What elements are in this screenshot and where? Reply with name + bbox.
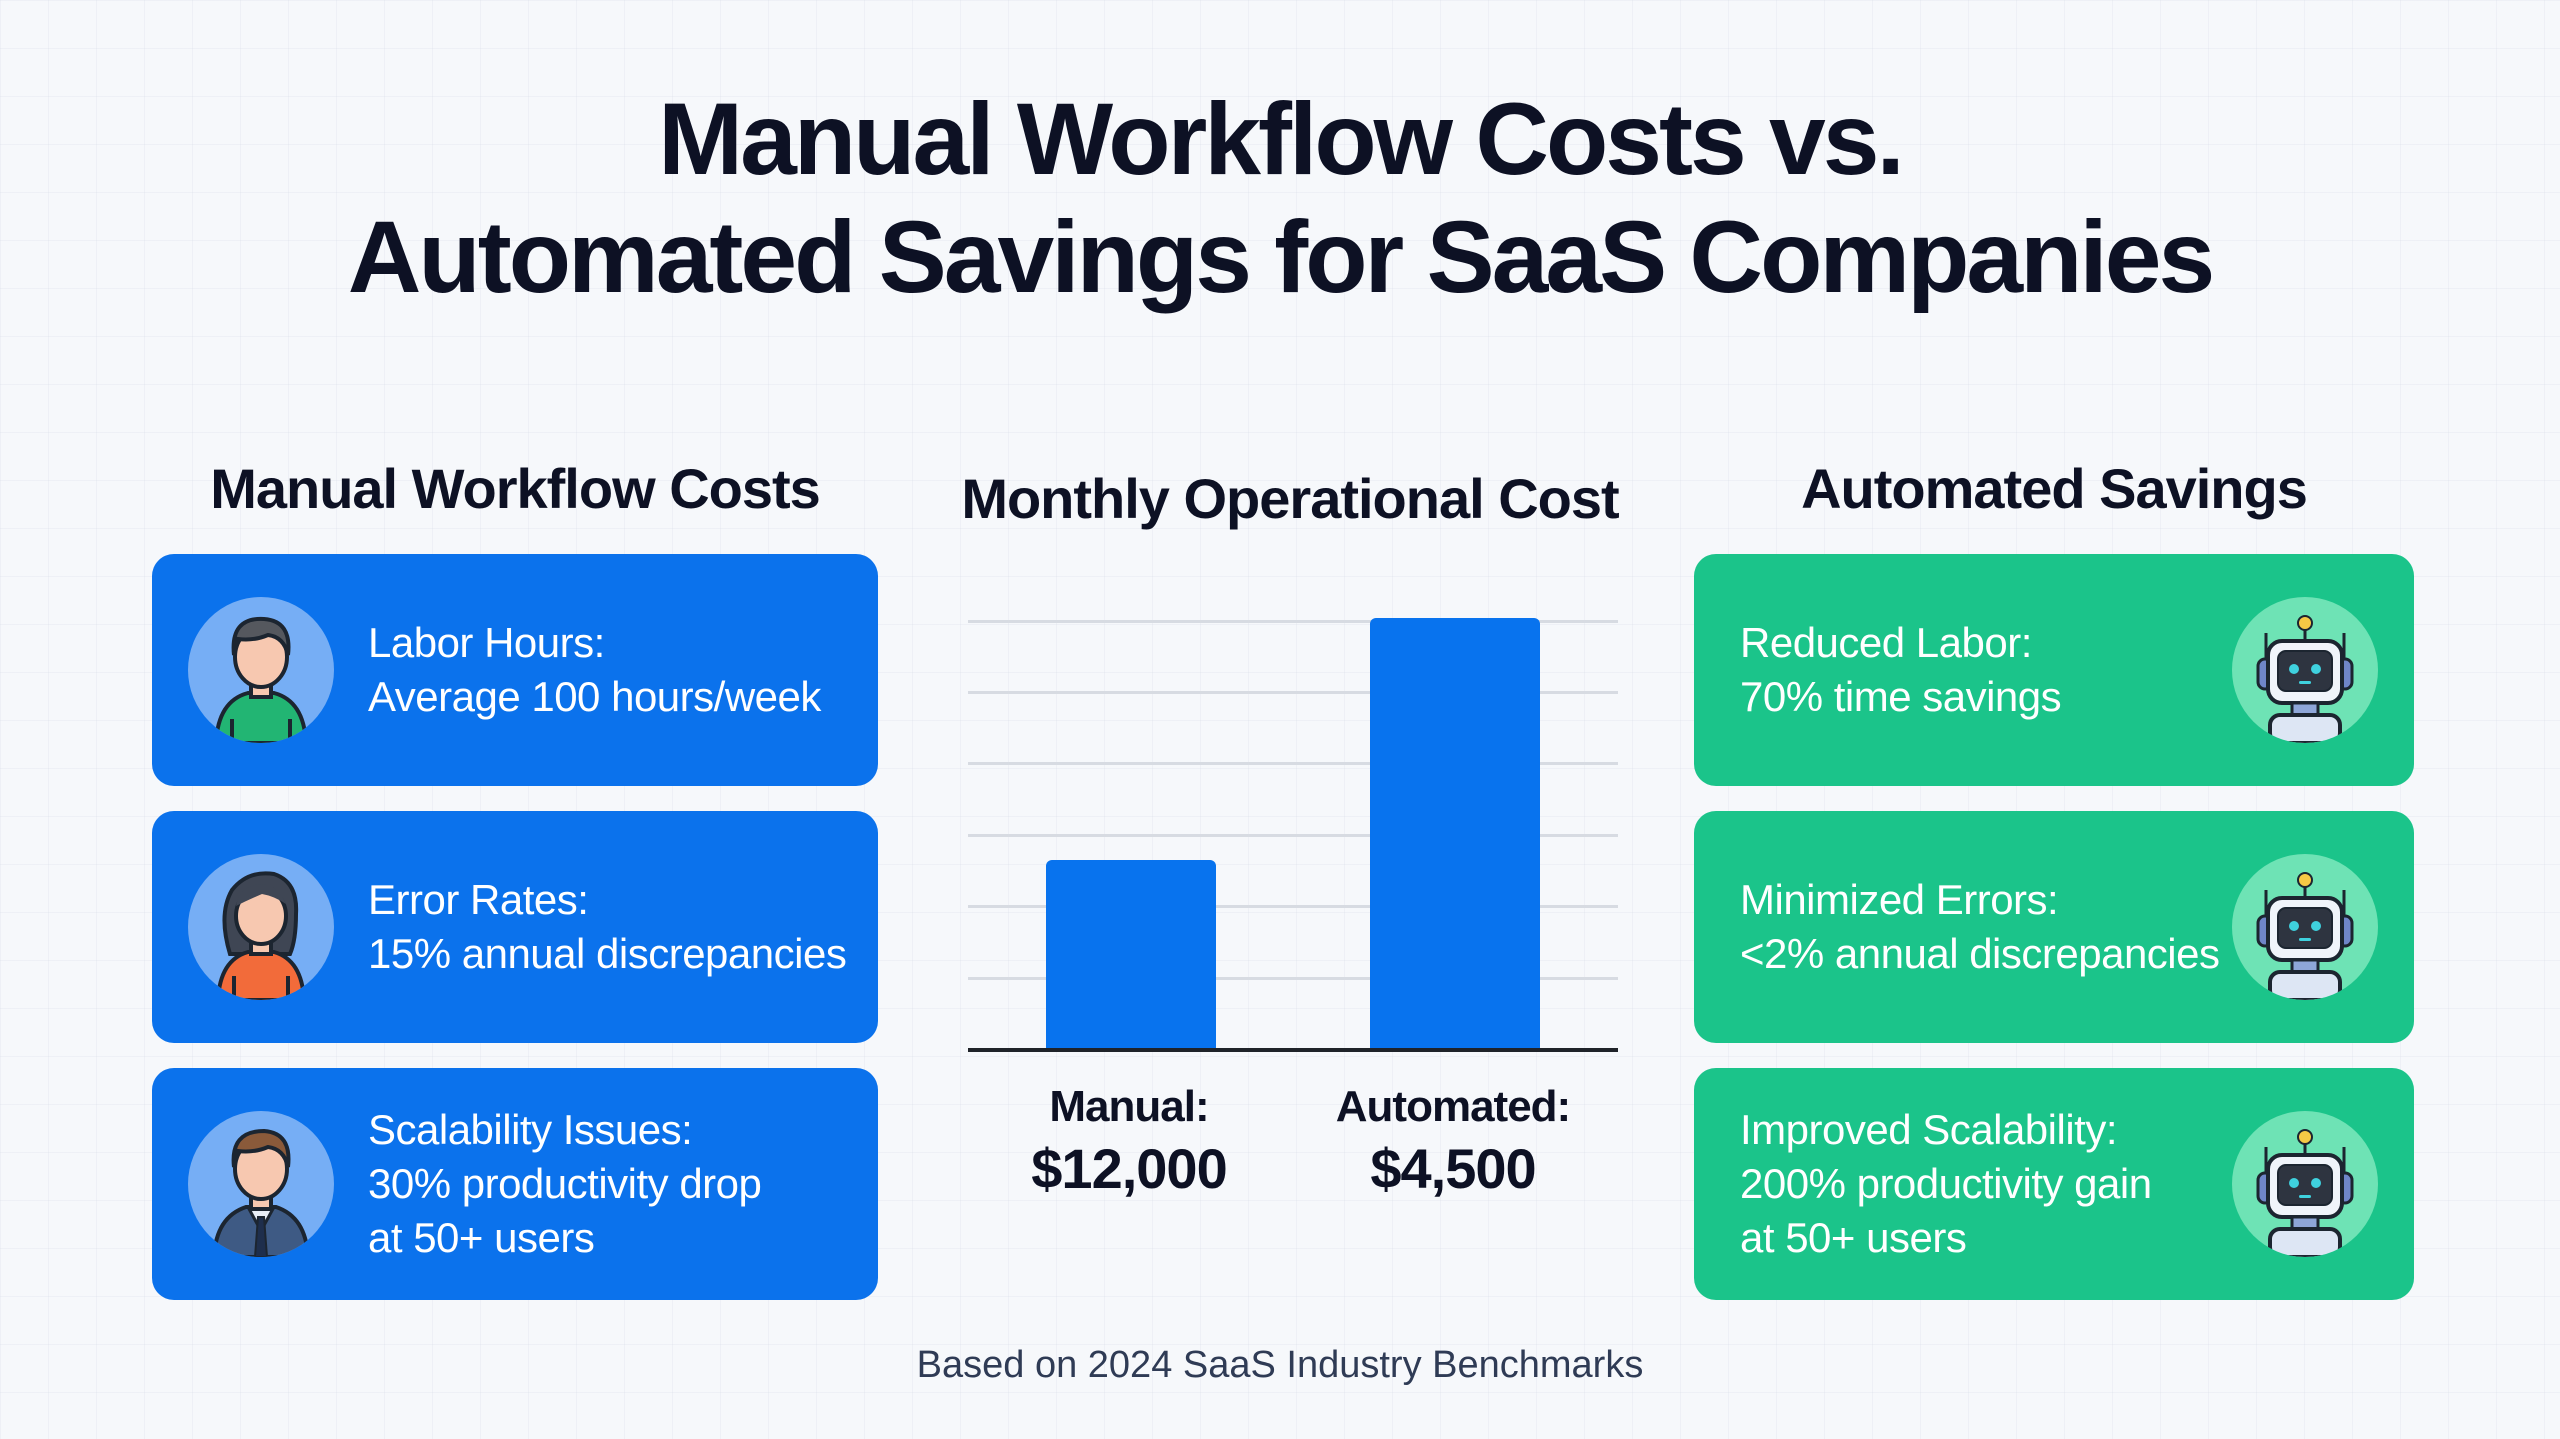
card-detail: <2% annual discrepancies [1740,930,2220,977]
automated-heading: Automated Savings [1801,457,2308,520]
bar-chart [968,618,1618,1052]
robot-icon [2232,1111,2378,1257]
manual-heading: Manual Workflow Costs [210,457,821,520]
title-line-1: Manual Workflow Costs vs. [658,82,1905,196]
card-detail: 15% annual discrepancies [368,930,847,977]
automated-card-scalability: Improved Scalability: 200% productivity … [1694,1068,2414,1300]
manual-card-scalability: Scalability Issues: 30% productivity dro… [152,1068,878,1300]
gridline [968,834,1618,837]
footnote: Based on 2024 SaaS Industry Benchmarks [916,1344,1644,1386]
robot-icon [2232,597,2378,743]
businessman-avatar-icon [188,1111,334,1257]
gridline [968,762,1618,765]
automated-card-text: Improved Scalability: 200% productivity … [1740,1103,2152,1265]
automated-card-text: Reduced Labor: 70% time savings [1740,616,2062,724]
card-detail: 30% productivity drop [368,1160,762,1207]
robot-icon [2232,854,2378,1000]
bar-label-automated: Automated: $4,500 [1323,1078,1583,1202]
automated-card-errors: Minimized Errors: <2% annual discrepanci… [1694,811,2414,1043]
bar-automated [1370,618,1540,1048]
gridline [968,905,1618,908]
card-detail: 70% time savings [1740,673,2062,720]
gridline [968,691,1618,694]
gridline [968,977,1618,980]
manual-card-text: Labor Hours: Average 100 hours/week [368,616,821,724]
card-detail: at 50+ users [368,1214,595,1261]
page-title: Manual Workflow Costs vs. Automated Savi… [0,80,2560,316]
gridline [968,620,1618,623]
bar-value: $4,500 [1370,1137,1536,1200]
card-title: Minimized Errors: [1740,876,2059,923]
card-title: Error Rates: [368,876,589,923]
card-detail: 200% productivity gain [1740,1160,2152,1207]
card-title: Scalability Issues: [368,1106,693,1153]
card-title: Reduced Labor: [1740,619,2032,666]
title-line-2: Automated Savings for SaaS Companies [347,200,2215,314]
bar-value: $12,000 [1031,1137,1227,1200]
x-axis [968,1048,1618,1052]
automated-card-text: Minimized Errors: <2% annual discrepanci… [1740,873,2220,981]
automated-card-labor: Reduced Labor: 70% time savings [1694,554,2414,786]
woman-avatar-icon [188,854,334,1000]
card-detail: Average 100 hours/week [368,673,821,720]
bar-label-manual: Manual: $12,000 [999,1078,1259,1202]
manual-card-labor: Labor Hours: Average 100 hours/week [152,554,878,786]
manual-card-errors: Error Rates: 15% annual discrepancies [152,811,878,1043]
card-title: Labor Hours: [368,619,605,666]
bar-category: Manual: [1049,1082,1209,1131]
manual-card-text: Scalability Issues: 30% productivity dro… [368,1103,762,1265]
card-title: Improved Scalability: [1740,1106,2117,1153]
chart-title: Monthly Operational Cost [961,467,1619,530]
card-detail: at 50+ users [1740,1214,1967,1261]
manual-card-text: Error Rates: 15% annual discrepancies [368,873,847,981]
bar-category: Automated: [1335,1082,1571,1131]
man-avatar-icon [188,597,334,743]
bar-manual [1046,860,1216,1048]
